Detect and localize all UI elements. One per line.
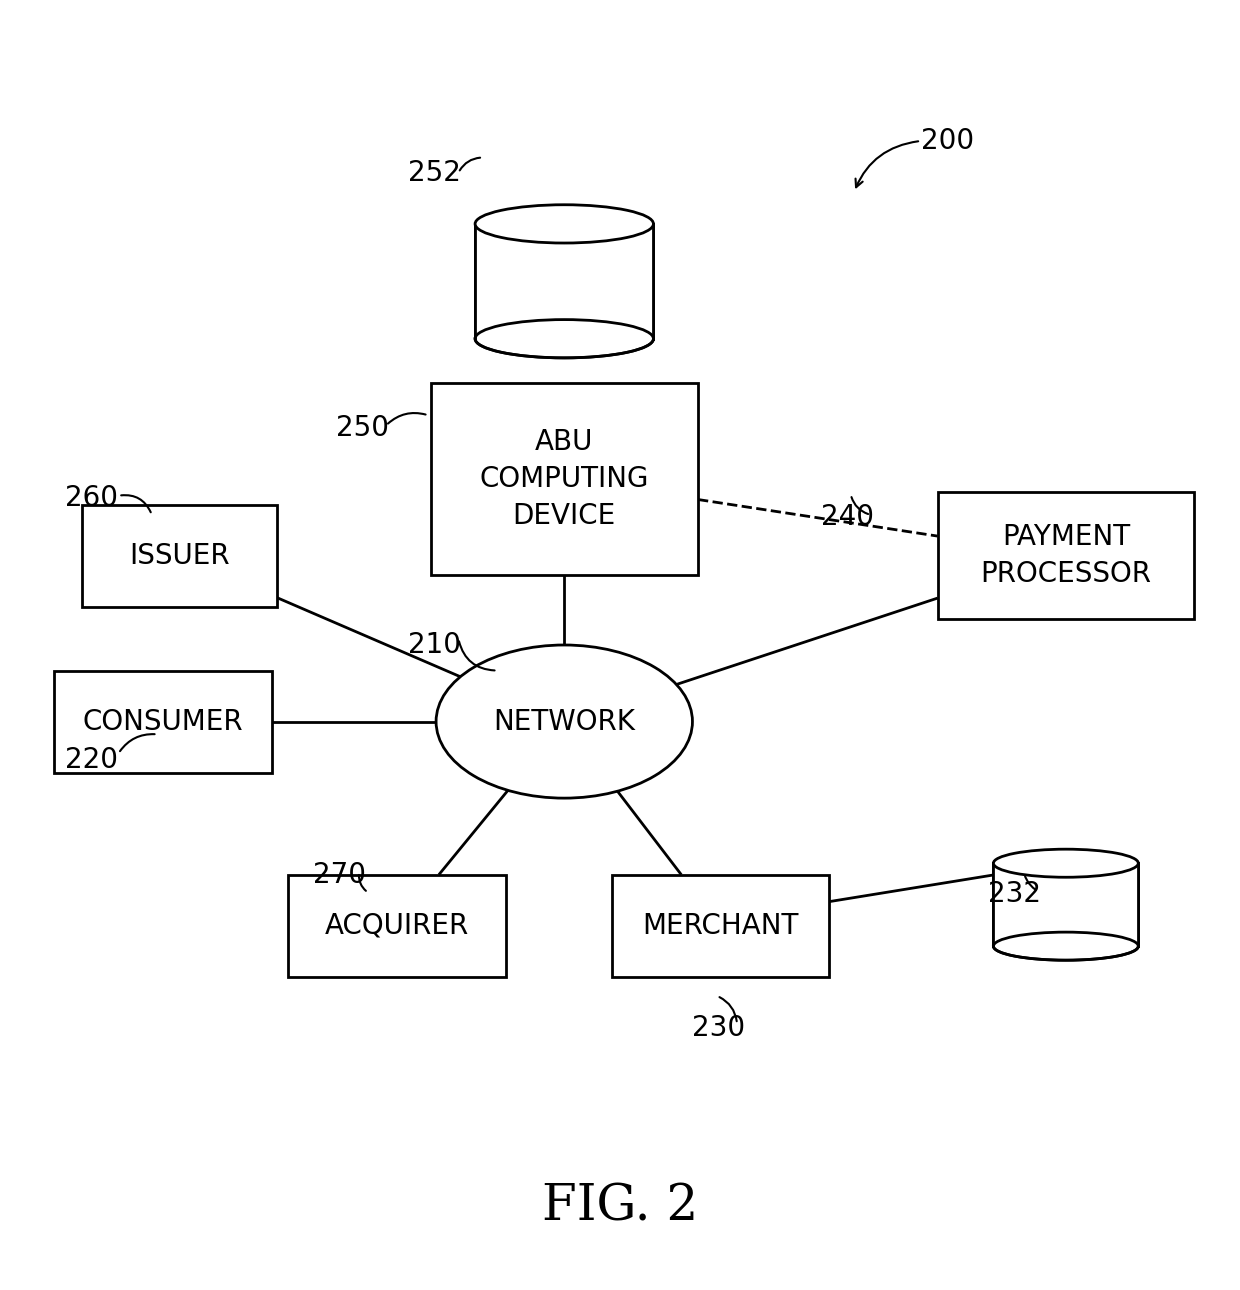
Text: CONSUMER: CONSUMER xyxy=(83,708,243,735)
FancyBboxPatch shape xyxy=(937,491,1194,619)
FancyBboxPatch shape xyxy=(611,875,830,977)
FancyBboxPatch shape xyxy=(55,671,272,773)
Text: 220: 220 xyxy=(64,746,118,774)
FancyBboxPatch shape xyxy=(82,504,278,606)
Text: ISSUER: ISSUER xyxy=(129,542,231,570)
Text: 200: 200 xyxy=(921,126,975,155)
Bar xyxy=(475,224,653,339)
Text: 230: 230 xyxy=(692,1014,745,1042)
Text: PAYMENT
PROCESSOR: PAYMENT PROCESSOR xyxy=(981,524,1152,588)
Text: ACQUIRER: ACQUIRER xyxy=(325,912,469,939)
Ellipse shape xyxy=(436,645,692,799)
Text: 270: 270 xyxy=(314,860,367,889)
Text: ABU
COMPUTING
DEVICE: ABU COMPUTING DEVICE xyxy=(480,428,649,530)
Bar xyxy=(993,863,1138,946)
Text: 252: 252 xyxy=(408,159,461,187)
Text: 210: 210 xyxy=(408,631,461,659)
Ellipse shape xyxy=(475,205,653,243)
Text: NETWORK: NETWORK xyxy=(494,708,635,735)
Text: MERCHANT: MERCHANT xyxy=(642,912,799,939)
Text: 232: 232 xyxy=(988,880,1040,908)
Ellipse shape xyxy=(993,849,1138,877)
FancyBboxPatch shape xyxy=(430,383,698,575)
Text: 260: 260 xyxy=(64,484,118,512)
Text: 240: 240 xyxy=(821,503,874,531)
Ellipse shape xyxy=(475,320,653,357)
Text: 250: 250 xyxy=(336,414,389,442)
Text: FIG. 2: FIG. 2 xyxy=(542,1182,698,1231)
Ellipse shape xyxy=(993,933,1138,960)
FancyBboxPatch shape xyxy=(289,875,506,977)
